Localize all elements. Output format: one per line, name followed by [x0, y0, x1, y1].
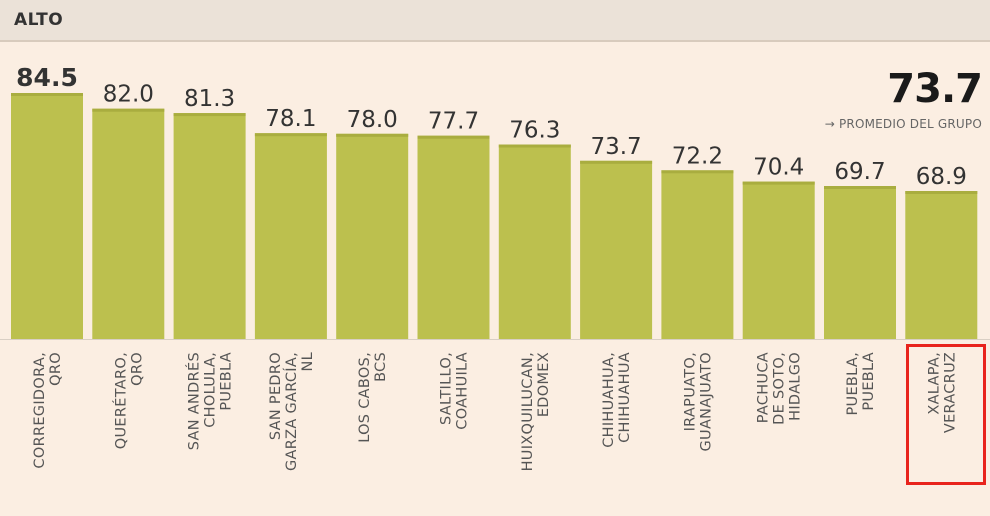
- chart-title: ALTO: [14, 10, 64, 30]
- category-label: HUIXQUILUCAN, EDOMEX: [520, 352, 552, 471]
- category-label-line: COAHUILA: [455, 352, 471, 430]
- bar-top-edge: [11, 93, 83, 96]
- bar-value-label: 78.0: [347, 107, 398, 133]
- category-label-line: NL: [300, 352, 316, 372]
- bar-top-edge: [905, 191, 978, 194]
- bar-value-label: 84.5: [16, 63, 78, 92]
- highlight-box: [906, 344, 986, 485]
- bar-value-label: 81.3: [184, 86, 235, 112]
- bar: [498, 144, 571, 339]
- bar: [824, 186, 896, 339]
- bar-top-edge: [661, 170, 734, 174]
- category-label-line: CHOLULA,: [203, 352, 219, 428]
- category-label-line: GUANAJUATO: [698, 352, 714, 452]
- category-label-line: LOS CABOS,: [357, 352, 373, 443]
- category-label: SAN ANDRÉS CHOLULA, PUEBLA: [186, 352, 235, 450]
- category-label: PUEBLA, PUEBLA: [845, 352, 877, 416]
- category-label: CHIHUAHUA, CHIHUAHUA: [601, 352, 633, 448]
- category-label: CORREGIDORA, QRO: [32, 352, 64, 469]
- bar: [580, 160, 653, 339]
- category-label: LOS CABOS, BCS: [357, 352, 389, 443]
- bar-top-edge: [92, 108, 165, 112]
- bar: [173, 113, 246, 339]
- category-label-line: PACHUCA: [756, 352, 772, 423]
- category-label-line: QRO: [48, 352, 64, 386]
- category-label-line: QUERÉTARO,: [112, 352, 129, 449]
- bar: [661, 170, 734, 339]
- category-label-line: QRO: [129, 352, 145, 386]
- category-label-line: EDOMEX: [536, 352, 552, 417]
- bar-value-label: 69.7: [834, 159, 885, 185]
- bar: [905, 191, 978, 339]
- bar-top-edge: [254, 133, 327, 137]
- bar-value-label: 77.7: [428, 109, 479, 135]
- bar-top-edge: [336, 133, 409, 137]
- category-label-line: CORREGIDORA,: [32, 352, 48, 469]
- bar-top-edge: [742, 181, 815, 185]
- bar: [336, 133, 409, 339]
- group-average-text: PROMEDIO DEL GRUPO: [838, 117, 982, 131]
- bar: [92, 108, 165, 339]
- category-label-line: XALAPA,: [926, 352, 942, 415]
- category-label-line: HUIXQUILUCAN,: [520, 352, 536, 471]
- group-average-value: 73.7: [887, 66, 983, 112]
- category-label-line: PUEBLA: [219, 352, 235, 411]
- bar: [417, 135, 490, 339]
- category-label-line: BCS: [373, 352, 389, 382]
- category-label-line: PUEBLA: [861, 352, 877, 411]
- bar: [254, 133, 327, 339]
- bar-value-label: 76.3: [509, 118, 560, 144]
- category-label: PACHUCA DE SOTO, HIDALGO: [756, 352, 804, 425]
- category-label: IRAPUATO, GUANAJUATO: [682, 352, 714, 452]
- category-label-line: SAN ANDRÉS: [186, 352, 203, 450]
- arrow-right-icon: →: [824, 117, 835, 131]
- bar-top-edge: [498, 144, 571, 148]
- bar-value-label: 78.1: [265, 106, 316, 132]
- category-label-line: CHIHUAHUA: [617, 352, 633, 443]
- bar-value-label: 70.4: [753, 155, 804, 181]
- bar-top-edge: [824, 186, 896, 189]
- bar-top-edge: [580, 160, 653, 164]
- category-label-line: HIDALGO: [788, 352, 804, 421]
- bar-value-label: 82.0: [103, 82, 154, 108]
- category-label: XALAPA, VERACRUZ: [926, 352, 958, 433]
- category-label-line: IRAPUATO,: [682, 352, 698, 431]
- chart-header: ALTO: [0, 0, 990, 42]
- category-label-line: SAN PEDRO: [268, 352, 284, 440]
- category-label: SALTILLO, COAHUILA: [439, 352, 471, 430]
- category-label-line: CHIHUAHUA,: [601, 352, 617, 448]
- category-label-line: VERACRUZ: [942, 352, 958, 433]
- category-label-line: SALTILLO,: [439, 352, 455, 425]
- category-label-line: PUEBLA,: [845, 352, 861, 416]
- bar-value-label: 73.7: [590, 134, 641, 160]
- category-label-line: DE SOTO,: [772, 352, 788, 425]
- category-label: QUERÉTARO, QRO: [112, 352, 145, 449]
- bar-top-edge: [417, 135, 490, 139]
- bar-value-label: 68.9: [916, 164, 967, 190]
- category-label-line: GARZA GARCÍA,: [283, 352, 300, 471]
- bar-value-label: 72.2: [672, 143, 723, 169]
- bar: [742, 181, 815, 339]
- bar: [11, 93, 83, 339]
- group-average-label: → PROMEDIO DEL GRUPO: [825, 117, 982, 131]
- category-label: SAN PEDRO GARZA GARCÍA, NL: [268, 352, 316, 471]
- bar-top-edge: [173, 113, 246, 117]
